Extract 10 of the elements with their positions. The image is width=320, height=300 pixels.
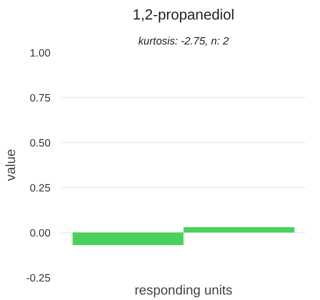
y-tick-label: 1.00	[30, 48, 51, 60]
chart-subtitle: kurtosis: -2.75, n: 2	[138, 36, 229, 48]
y-axis-title: value	[3, 149, 18, 181]
y-tick-label: 0.50	[30, 138, 51, 150]
y-tick-label: 0.00	[30, 228, 51, 240]
y-tick-label: 0.75	[30, 92, 51, 104]
y-tick-label: -0.25	[26, 272, 51, 284]
y-tick-label: 0.25	[30, 182, 51, 194]
x-axis-title: responding units	[134, 282, 233, 298]
chart-title: 1,2-propanediol	[132, 8, 234, 24]
